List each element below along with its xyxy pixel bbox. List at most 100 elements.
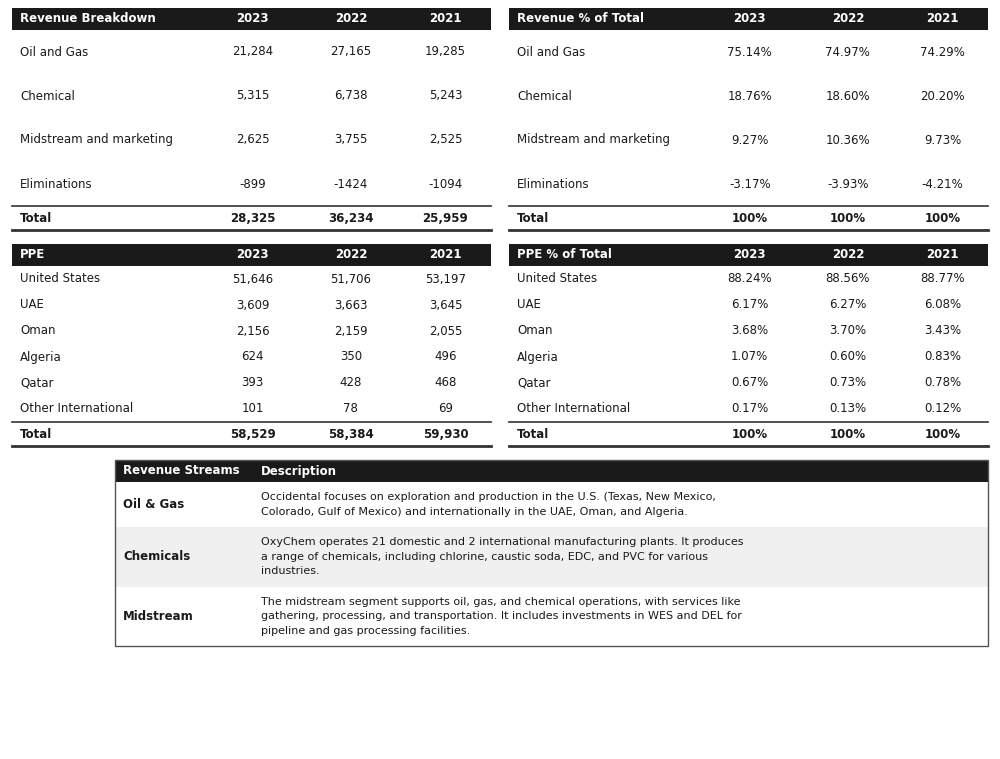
Text: 74.97%: 74.97% — [825, 46, 870, 58]
Text: 69: 69 — [438, 402, 453, 415]
Bar — [509, 162, 988, 206]
Text: Chemicals: Chemicals — [123, 550, 190, 563]
Text: 3.70%: 3.70% — [829, 325, 866, 338]
Text: 88.56%: 88.56% — [826, 272, 870, 285]
Bar — [12, 162, 491, 206]
Text: Oil and Gas: Oil and Gas — [20, 46, 88, 58]
Text: Total: Total — [517, 427, 549, 440]
Bar — [12, 422, 491, 446]
Text: 2,055: 2,055 — [429, 325, 462, 338]
Text: PPE: PPE — [20, 248, 45, 262]
Text: 2,625: 2,625 — [236, 134, 270, 146]
Text: Revenue Breakdown: Revenue Breakdown — [20, 12, 156, 26]
Text: 6,738: 6,738 — [334, 90, 368, 102]
Text: 18.76%: 18.76% — [727, 90, 772, 102]
Text: 6.08%: 6.08% — [924, 298, 961, 311]
Bar — [115, 527, 988, 587]
Bar — [509, 344, 988, 370]
Text: 101: 101 — [242, 402, 264, 415]
Text: Midstream and marketing: Midstream and marketing — [20, 134, 173, 146]
Text: 0.83%: 0.83% — [924, 351, 961, 364]
Text: 100%: 100% — [830, 427, 866, 440]
Text: 2,156: 2,156 — [236, 325, 270, 338]
Text: 0.73%: 0.73% — [829, 376, 866, 389]
Text: 51,706: 51,706 — [330, 272, 371, 285]
Text: 3,755: 3,755 — [334, 134, 368, 146]
Bar — [509, 118, 988, 162]
Text: 20.20%: 20.20% — [920, 90, 965, 102]
Text: Total: Total — [20, 427, 52, 440]
Bar — [12, 318, 491, 344]
Text: 21,284: 21,284 — [232, 46, 273, 58]
Text: UAE: UAE — [20, 298, 44, 311]
Text: 0.13%: 0.13% — [829, 402, 866, 415]
Text: 5,243: 5,243 — [429, 90, 462, 102]
Text: 2023: 2023 — [733, 12, 766, 26]
Text: 100%: 100% — [732, 212, 768, 225]
Text: United States: United States — [517, 272, 597, 285]
Bar — [12, 118, 491, 162]
Text: 59,930: 59,930 — [423, 427, 468, 440]
Text: 18.60%: 18.60% — [826, 90, 870, 102]
Bar — [12, 266, 491, 292]
Text: 3.68%: 3.68% — [731, 325, 768, 338]
Text: 100%: 100% — [924, 427, 961, 440]
Text: United States: United States — [20, 272, 100, 285]
Text: Eliminations: Eliminations — [20, 178, 93, 191]
Text: 6.27%: 6.27% — [829, 298, 867, 311]
Text: 19,285: 19,285 — [425, 46, 466, 58]
Bar — [115, 482, 988, 527]
Text: Chemical: Chemical — [517, 90, 572, 102]
Text: 2021: 2021 — [926, 12, 959, 26]
Text: Eliminations: Eliminations — [517, 178, 590, 191]
Bar — [12, 8, 491, 30]
Text: 53,197: 53,197 — [425, 272, 466, 285]
Bar — [12, 30, 491, 74]
Text: Other International: Other International — [20, 402, 133, 415]
Text: 0.12%: 0.12% — [924, 402, 961, 415]
Text: 468: 468 — [434, 376, 457, 389]
Text: Algeria: Algeria — [20, 351, 62, 364]
Text: 9.27%: 9.27% — [731, 134, 768, 146]
Text: -899: -899 — [239, 178, 266, 191]
Text: 2022: 2022 — [335, 12, 367, 26]
Bar — [12, 396, 491, 422]
Text: 2022: 2022 — [335, 248, 367, 262]
Bar — [115, 587, 988, 646]
Text: 3,609: 3,609 — [236, 298, 269, 311]
Text: 2023: 2023 — [236, 12, 269, 26]
Text: Total: Total — [517, 212, 549, 225]
Text: Midstream and marketing: Midstream and marketing — [517, 134, 670, 146]
Text: Oman: Oman — [20, 325, 56, 338]
Text: Description: Description — [261, 465, 337, 477]
Text: a range of chemicals, including chlorine, caustic soda, EDC, and PVC for various: a range of chemicals, including chlorine… — [261, 552, 708, 562]
Bar — [12, 244, 491, 266]
Text: 100%: 100% — [830, 212, 866, 225]
Text: 428: 428 — [340, 376, 362, 389]
Text: gathering, processing, and transportation. It includes investments in WES and DE: gathering, processing, and transportatio… — [261, 611, 742, 622]
Text: 51,646: 51,646 — [232, 272, 273, 285]
Text: 88.24%: 88.24% — [727, 272, 772, 285]
Text: 0.17%: 0.17% — [731, 402, 768, 415]
Text: 1.07%: 1.07% — [731, 351, 768, 364]
Text: 2021: 2021 — [429, 248, 462, 262]
Bar — [509, 318, 988, 344]
Text: UAE: UAE — [517, 298, 541, 311]
Text: Total: Total — [20, 212, 52, 225]
Text: 58,384: 58,384 — [328, 427, 374, 440]
Bar — [509, 30, 988, 74]
Text: 496: 496 — [434, 351, 457, 364]
Bar — [509, 292, 988, 318]
Bar — [509, 244, 988, 266]
Bar — [509, 266, 988, 292]
Text: 36,234: 36,234 — [328, 212, 374, 225]
Text: 5,315: 5,315 — [236, 90, 269, 102]
Text: 75.14%: 75.14% — [727, 46, 772, 58]
Text: OxyChem operates 21 domestic and 2 international manufacturing plants. It produc: OxyChem operates 21 domestic and 2 inter… — [261, 537, 744, 547]
Bar — [12, 292, 491, 318]
Text: Revenue Streams: Revenue Streams — [123, 465, 240, 477]
Text: Occidental focuses on exploration and production in the U.S. (Texas, New Mexico,: Occidental focuses on exploration and pr… — [261, 493, 716, 502]
Text: -4.21%: -4.21% — [922, 178, 963, 191]
Text: 28,325: 28,325 — [230, 212, 275, 225]
Bar — [12, 344, 491, 370]
